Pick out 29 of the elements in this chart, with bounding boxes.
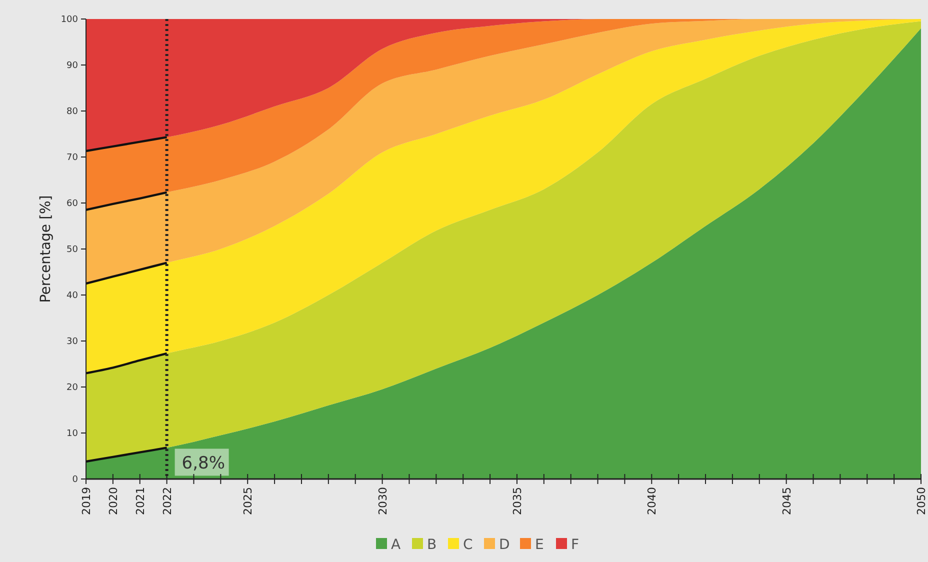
x-tick-label: 2040 <box>646 487 659 515</box>
x-tick-label: 2025 <box>242 487 255 515</box>
y-tick-label: 40 <box>66 291 78 301</box>
y-tick-label: 0 <box>72 475 78 485</box>
x-tick-label: 2022 <box>160 487 174 515</box>
legend-label: F <box>571 537 580 553</box>
y-tick-label: 90 <box>66 61 78 71</box>
y-tick-label: 50 <box>66 245 78 255</box>
y-tick-label: 100 <box>60 15 78 25</box>
x-tick-label: 2020 <box>106 487 120 515</box>
legend-label: D <box>499 537 510 553</box>
x-tick-label: 2019 <box>80 487 93 515</box>
legend-label: B <box>427 537 437 553</box>
x-tick-label: 2045 <box>780 487 794 515</box>
legend-label: E <box>535 537 544 553</box>
legend-label: C <box>463 537 473 553</box>
x-tick-label: 2035 <box>510 487 524 515</box>
annotation: 6,8% <box>182 454 226 474</box>
y-tick-label: 20 <box>66 383 78 393</box>
x-tick-label: 2030 <box>376 487 390 515</box>
legend-label: A <box>391 537 401 553</box>
y-tick-label: 10 <box>66 429 78 439</box>
y-tick-label: 80 <box>66 107 78 117</box>
y-tick-label: 30 <box>66 337 78 347</box>
y-axis-title: Percentage [%] <box>38 195 54 303</box>
x-tick-label: 2050 <box>915 487 928 515</box>
y-tick-label: 60 <box>66 199 78 209</box>
x-tick-label: 2021 <box>134 487 147 515</box>
y-tick-label: 70 <box>66 153 78 163</box>
